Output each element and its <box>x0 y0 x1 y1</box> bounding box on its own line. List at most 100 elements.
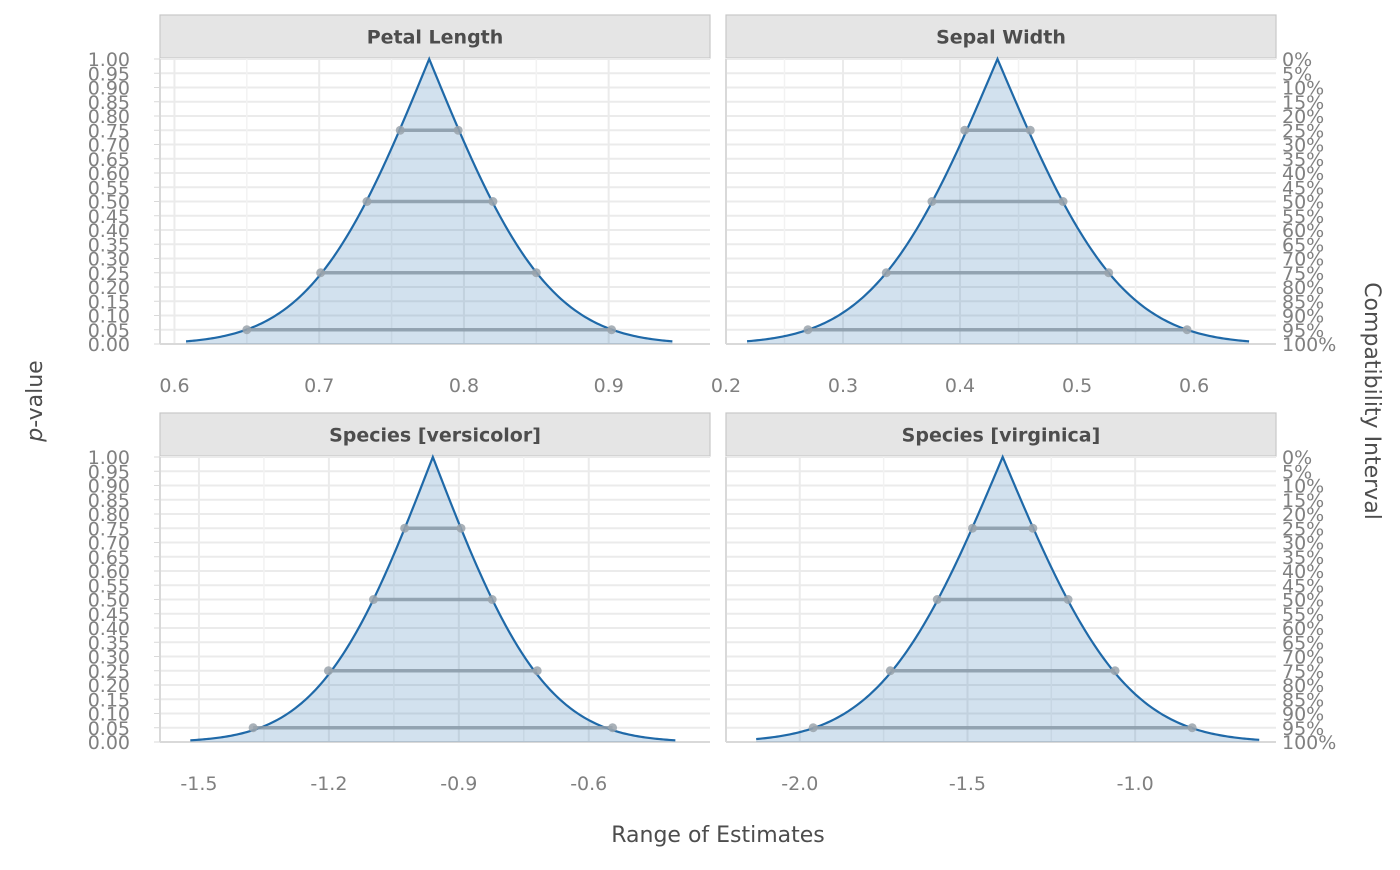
interval-point <box>1187 723 1197 733</box>
interval-point <box>607 325 617 335</box>
y-right-tick-label: 70% <box>1282 647 1324 669</box>
y-right-tick-label: 30% <box>1282 533 1324 555</box>
x-tick-label: 0.7 <box>304 375 334 397</box>
interval-point <box>323 666 333 676</box>
interval-point <box>608 723 618 733</box>
y-right-tick-label: 85% <box>1282 291 1324 313</box>
y-tick-label: 0.55 <box>88 575 130 597</box>
pvalue-curve <box>746 56 1250 343</box>
interval-point <box>248 723 258 733</box>
interval-point <box>242 325 252 335</box>
y-tick-label: 0.20 <box>88 277 130 299</box>
y-tick-label: 0.15 <box>88 291 130 313</box>
y-right-tick-label: 15% <box>1282 92 1324 114</box>
y-tick-label: 0.95 <box>88 461 130 483</box>
x-tick-label: 0.3 <box>828 375 858 397</box>
y-tick-label: 0.05 <box>88 320 130 342</box>
y-right-tick-label: 45% <box>1282 177 1324 199</box>
facet-title: Sepal Width <box>936 27 1066 49</box>
interval-point <box>532 666 542 676</box>
x-tick-label: 0.8 <box>449 375 479 397</box>
y-tick-label: 0.65 <box>88 149 130 171</box>
interval-point <box>927 197 937 206</box>
y-right-tick-label: 40% <box>1282 163 1324 185</box>
y-tick-label: 0.90 <box>88 476 130 498</box>
y-tick-label: 0.65 <box>88 547 130 569</box>
y-tick-label: 0.75 <box>88 518 130 540</box>
y-axis-title-italic: p <box>23 428 48 443</box>
interval-point <box>453 125 463 135</box>
interval-point <box>1028 523 1038 533</box>
x-tick-label: 0.5 <box>1062 375 1092 397</box>
interval-point <box>487 595 497 604</box>
y-tick-label: 0.50 <box>88 590 130 612</box>
interval-point <box>488 197 498 206</box>
y-right-tick-label: 100% <box>1282 732 1336 754</box>
y-right-tick-label: 95% <box>1282 718 1324 740</box>
interval-point <box>1025 125 1035 135</box>
x-tick-label: 0.6 <box>159 375 189 397</box>
y-right-tick-label: 90% <box>1282 704 1324 726</box>
y-right-tick-label: 65% <box>1282 632 1324 654</box>
interval-point <box>1058 197 1068 206</box>
facet-title: Petal Length <box>367 27 504 49</box>
x-tick-label: -0.6 <box>570 773 607 795</box>
y-tick-label: 0.05 <box>88 718 130 740</box>
y-right-tick-label: 95% <box>1282 320 1324 342</box>
y-tick-label: 0.00 <box>88 732 130 754</box>
y-right-tick-label: 60% <box>1282 220 1324 242</box>
y-right-tick-label: 25% <box>1282 120 1324 142</box>
panel-3: Species [versicolor] -1.5 -1.2 -0.9 -0.6 0.00… <box>88 412 711 795</box>
y-tick-label: 0.85 <box>88 490 130 512</box>
pvalue-curve <box>185 56 673 343</box>
y-tick-label: 0.30 <box>88 249 130 271</box>
x-tick-label: -1.5 <box>180 773 217 795</box>
y-tick-label: 0.20 <box>88 675 130 697</box>
y-tick-label: 0.45 <box>88 206 130 228</box>
y-axis-right-title: Compatibility Interval <box>1359 282 1384 520</box>
x-tick-label: 0.9 <box>594 375 624 397</box>
y-right-tick-label: 55% <box>1282 206 1324 228</box>
y-tick-label: 1.00 <box>88 49 130 71</box>
interval-point <box>1110 666 1120 676</box>
y-right-tick-label: 75% <box>1282 661 1324 683</box>
y-right-tick-label: 85% <box>1282 689 1324 711</box>
facet-strip <box>725 14 1277 59</box>
y-right-tick-label: 60% <box>1282 618 1324 640</box>
y-tick-label: 0.40 <box>88 618 130 640</box>
y-right-tick-label: 10% <box>1282 476 1324 498</box>
y-right-tick-label: 0% <box>1282 49 1312 71</box>
y-tick-label: 0.60 <box>88 561 130 583</box>
x-tick-label: -1.5 <box>949 773 986 795</box>
interval-point <box>369 595 379 604</box>
y-right-tick-label: 35% <box>1282 149 1324 171</box>
interval-point <box>932 595 942 604</box>
y-tick-label: 0.80 <box>88 504 130 526</box>
y-right-tick-label: 100% <box>1282 334 1336 356</box>
pvalue-curve <box>190 453 676 742</box>
y-tick-label: 0.00 <box>88 334 130 356</box>
interval-point <box>808 723 818 733</box>
y-right-tick-label: 5% <box>1282 461 1312 483</box>
interval-point <box>1104 268 1114 278</box>
y-right-tick-label: 35% <box>1282 547 1324 569</box>
interval-point <box>881 268 891 278</box>
y-tick-label: 0.85 <box>88 92 130 114</box>
y-right-tick-label: 80% <box>1282 277 1324 299</box>
interval-point <box>456 523 466 533</box>
y-right-tick-label: 10% <box>1282 78 1324 100</box>
y-tick-label: 0.50 <box>88 192 130 214</box>
panel-1: Petal Length 0.6 0.7 0.8 0.9 0.000.050.100.15… <box>88 14 711 397</box>
y-tick-label: 0.75 <box>88 120 130 142</box>
interval-point <box>803 325 813 335</box>
y-tick-label: 0.40 <box>88 220 130 242</box>
y-right-tick-label: 20% <box>1282 504 1324 526</box>
x-axis-title: Range of Estimates <box>611 823 825 848</box>
y-right-tick-label: 55% <box>1282 604 1324 626</box>
y-tick-label: 0.80 <box>88 106 130 128</box>
interval-point <box>395 125 405 135</box>
y-right-tick-label: 80% <box>1282 675 1324 697</box>
y-tick-label: 0.10 <box>88 306 130 328</box>
facet-strip <box>159 14 711 59</box>
